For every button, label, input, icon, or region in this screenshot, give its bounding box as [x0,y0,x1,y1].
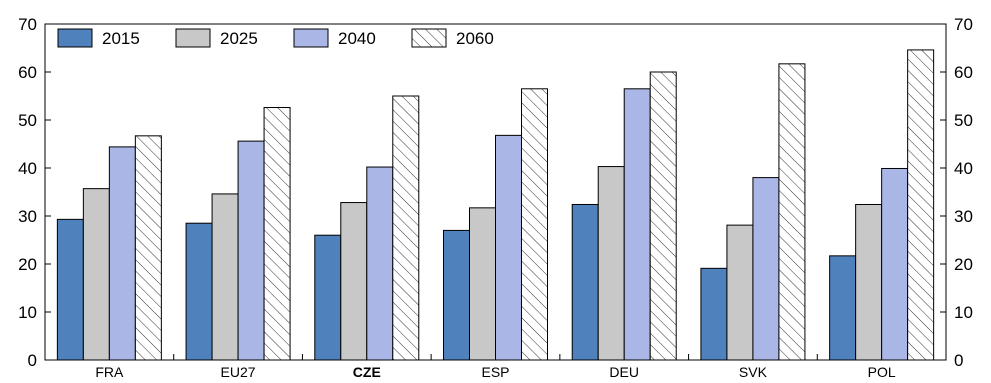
y-tick-label-left: 20 [18,255,37,274]
x-tick-label-svk: SVK [739,364,768,380]
y-tick-label-left: 70 [18,15,37,34]
y-tick-label-left: 30 [18,207,37,226]
bar-fra-2060 [134,135,162,361]
legend-swatch-2015 [57,28,93,48]
bar-fra-2040 [108,146,136,361]
y-tick-label-right: 70 [954,15,973,34]
bar-eu27-2040 [237,140,265,361]
legend-swatch-2025 [175,28,211,48]
bar-deu-2025 [597,166,625,361]
y-tick-label-left: 0 [28,351,37,370]
legend-label-2025: 2025 [220,29,258,48]
bar-eu27-2025 [211,193,239,361]
legend-swatch-2060 [411,28,447,48]
y-tick-label-left: 50 [18,111,37,130]
bar-eu27-2060 [263,107,291,361]
y-tick-label-right: 0 [954,351,963,370]
y-tick-label-left: 40 [18,159,37,178]
bar-svk-2040 [752,177,780,361]
y-tick-label-right: 30 [954,207,973,226]
bar-esp-2040 [495,134,522,361]
bar-svk-2060 [778,63,806,361]
axes-group: FRA EU27 CZE ESP DEU SVK POL 0 0 10 10 20 20 30 30 40 40… [18,15,973,380]
x-tick-label-fra: FRA [95,364,124,380]
legend-swatch-2040 [293,28,329,48]
bar-pol-2015 [829,255,857,361]
y-tick-label-right: 40 [954,159,973,178]
x-tick-label-deu: DEU [609,364,639,380]
x-tick-label-pol: POL [868,364,896,380]
y-tick-label-left: 60 [18,63,37,82]
bar-fra-2025 [82,188,110,361]
bar-esp-2060 [521,88,548,361]
bar-deu-2060 [649,71,677,361]
y-tick-label-right: 60 [954,63,973,82]
legend-label-2040: 2040 [338,29,376,48]
bar-fra-2015 [56,218,84,361]
bar-esp-2015 [443,229,470,361]
bar-cze-2025 [340,202,368,361]
bar-pol-2060 [907,49,935,361]
bar-cze-2040 [366,166,394,361]
bars-group [56,49,935,361]
x-tick-label-eu27: EU27 [221,364,256,380]
y-tick-label-right: 20 [954,255,973,274]
bar-cze-2015 [314,234,342,361]
bar-pol-2040 [881,167,909,361]
legend-label-2060: 2060 [456,29,494,48]
legend-label-2015: 2015 [102,29,140,48]
bar-deu-2040 [623,88,651,361]
y-tick-label-right: 50 [954,111,973,130]
bar-pol-2025 [855,203,883,361]
bar-svk-2015 [700,267,728,361]
x-tick-label-cze: CZE [353,364,381,380]
bar-esp-2025 [469,207,496,361]
legend: 2015 2025 2040 2060 [57,28,494,48]
bar-eu27-2015 [185,222,213,361]
bar-deu-2015 [571,203,599,361]
bar-cze-2060 [392,95,420,361]
y-tick-label-left: 10 [18,303,37,322]
bar-svk-2025 [726,224,754,361]
x-tick-label-esp: ESP [481,364,509,380]
y-tick-label-right: 10 [954,303,973,322]
